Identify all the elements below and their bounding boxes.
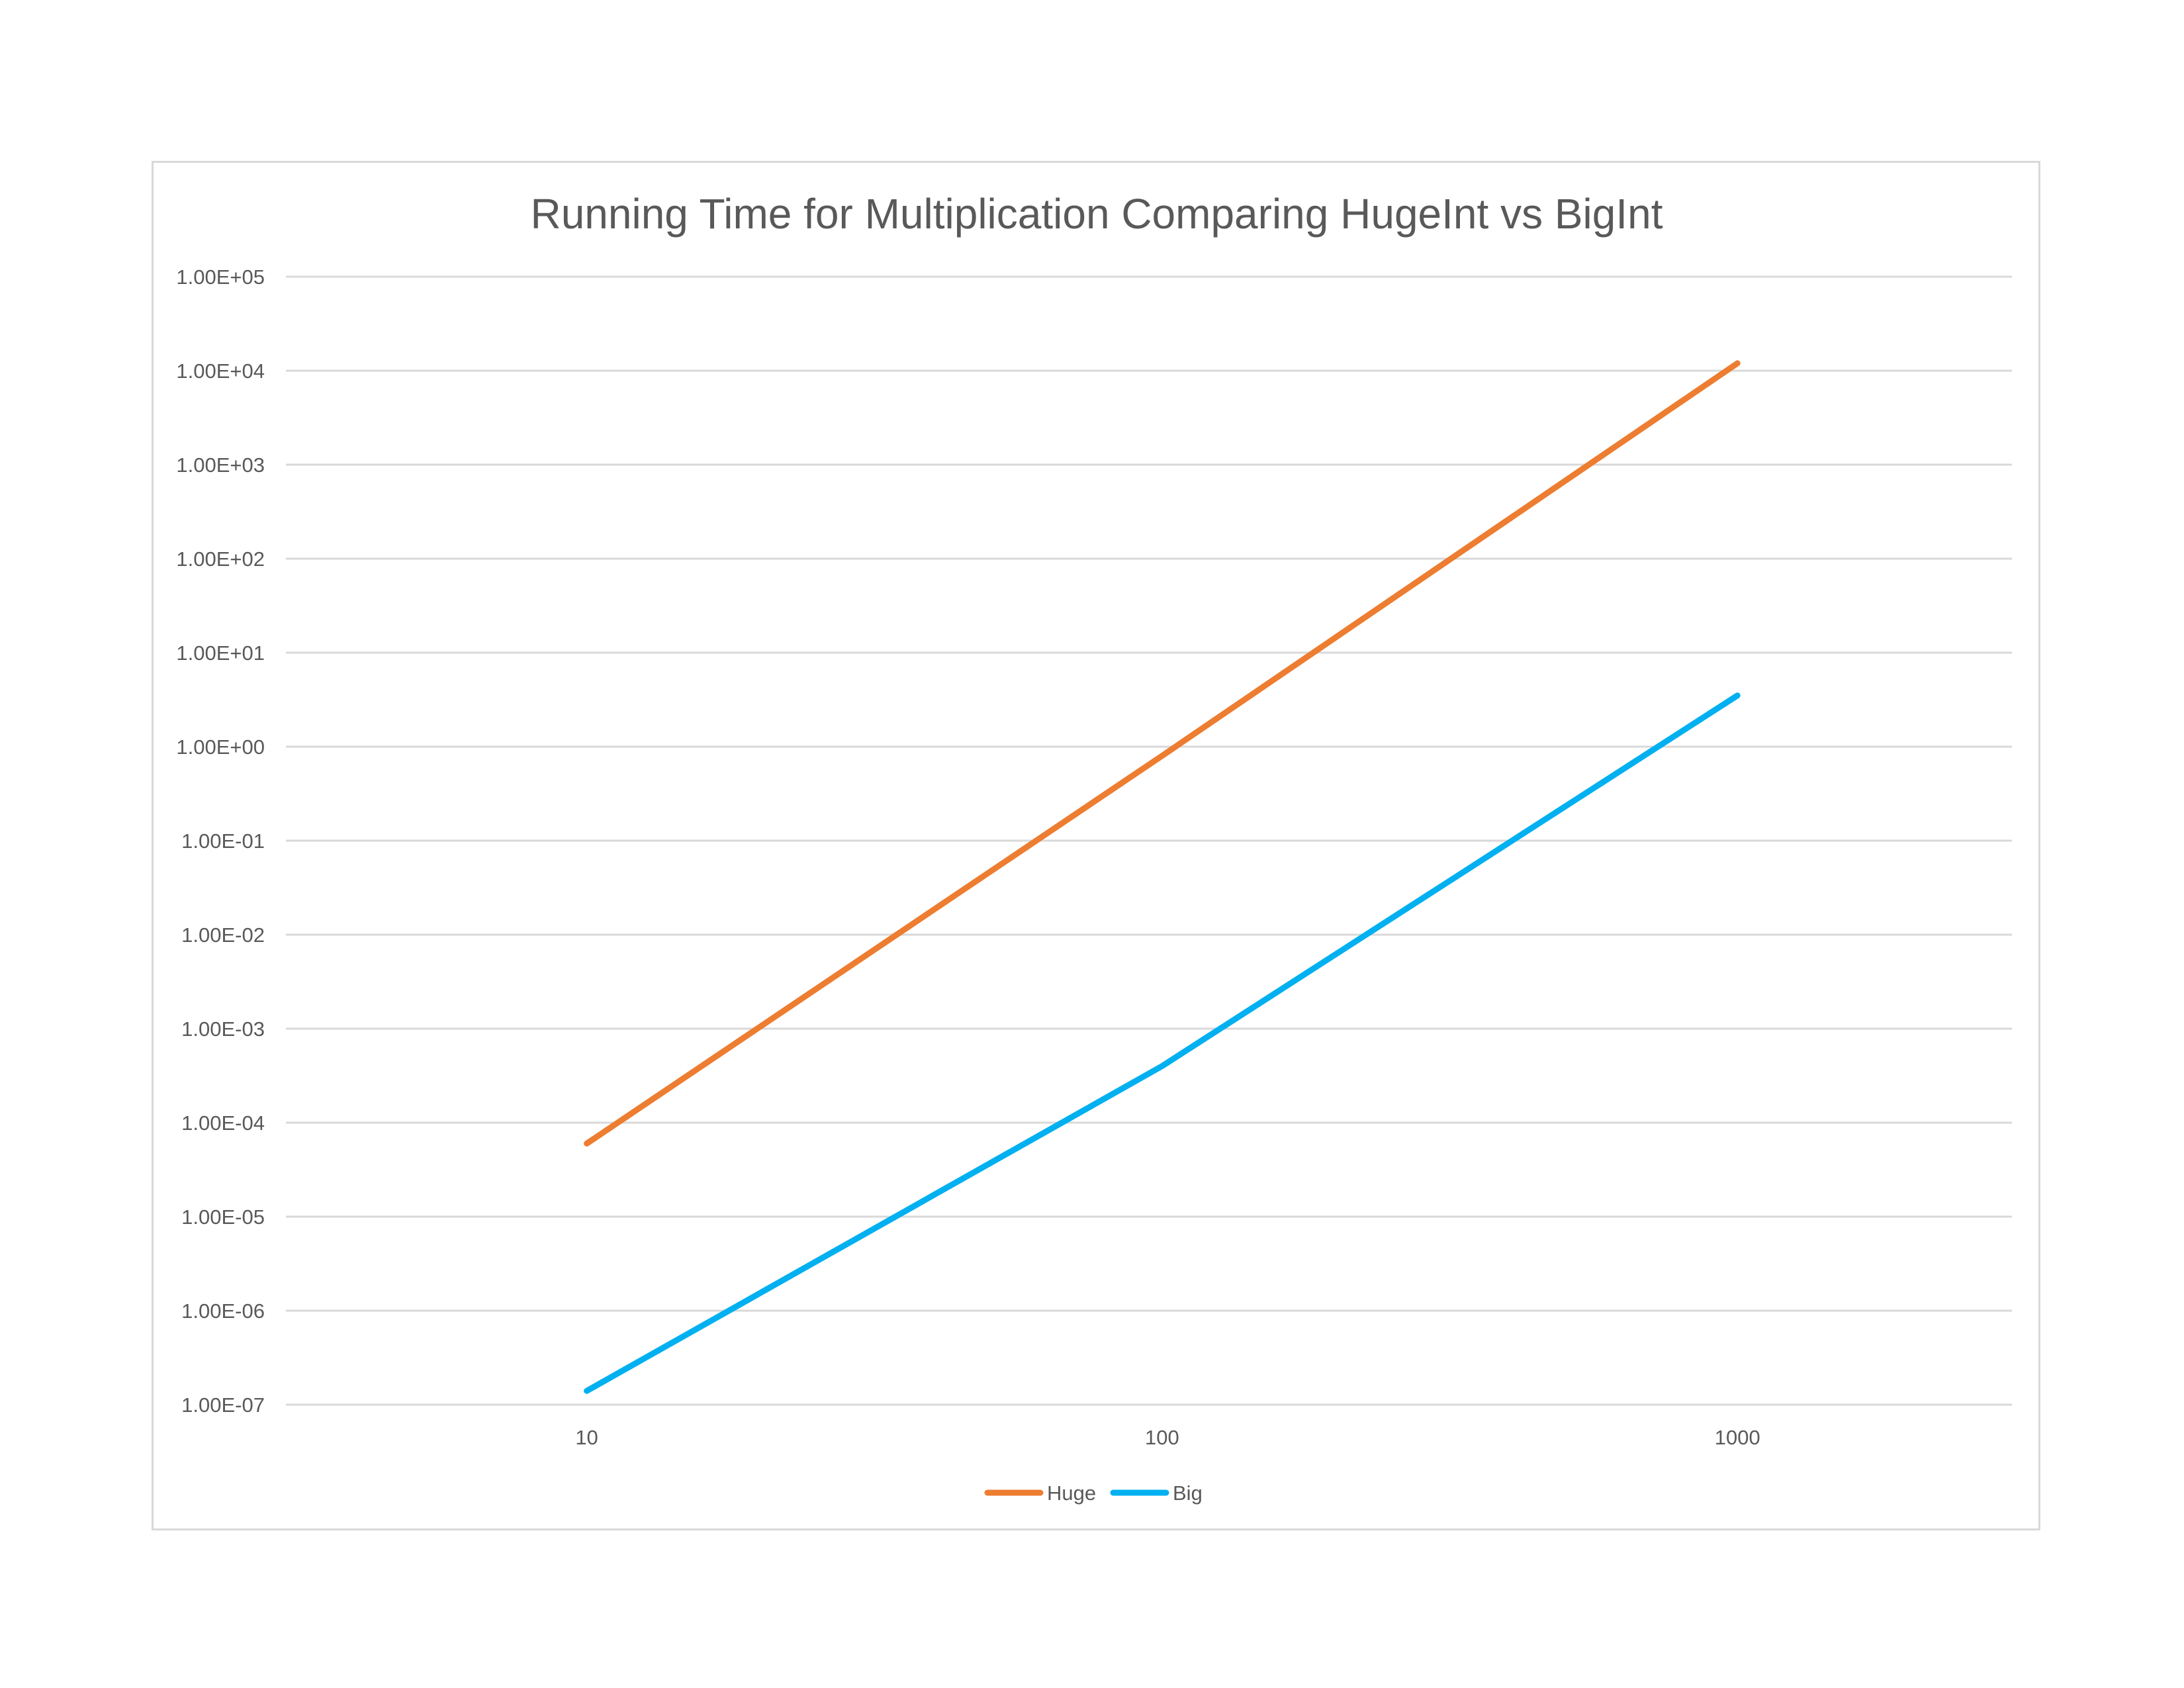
y-tick-label: 1.00E+04 [176, 359, 265, 383]
gridlines [286, 275, 2012, 1406]
x-tick-label: 1000 [1715, 1426, 1760, 1449]
y-tick-label: 1.00E+02 [176, 547, 265, 571]
y-tick-label: 1.00E+05 [176, 265, 265, 289]
y-tick-label: 1.00E-07 [181, 1393, 265, 1417]
y-tick-label: 1.00E-01 [181, 829, 265, 853]
y-tick-label: 1.00E-02 [181, 923, 265, 947]
x-axis-tick-labels: 10 100 1000 [575, 1426, 1760, 1449]
legend-item-huge: Huge [984, 1481, 1096, 1505]
series-lines [584, 360, 1741, 1394]
series-line-huge [584, 360, 1741, 1147]
y-tick-label: 1.00E-03 [181, 1017, 265, 1041]
chart-frame [152, 161, 2040, 1530]
legend-label: Big [1173, 1481, 1203, 1505]
series-line-big [584, 692, 1741, 1394]
legend-item-big: Big [1110, 1481, 1203, 1505]
x-tick-label: 100 [1145, 1426, 1179, 1449]
y-tick-label: 1.00E-05 [181, 1205, 265, 1229]
y-axis-tick-labels: 1.00E+05 1.00E+04 1.00E+03 1.00E+02 1.00E+01… [176, 265, 265, 1417]
chart-title: Running Time for Multiplication Comparin… [530, 190, 1662, 238]
x-tick-label: 10 [575, 1426, 598, 1449]
legend: Huge Big [984, 1481, 1203, 1505]
y-tick-label: 1.00E-06 [181, 1299, 265, 1323]
y-tick-label: 1.00E+00 [176, 735, 265, 759]
y-tick-label: 1.00E-04 [181, 1111, 265, 1135]
y-tick-label: 1.00E+03 [176, 453, 265, 477]
legend-label: Huge [1047, 1481, 1096, 1505]
y-tick-label: 1.00E+01 [176, 641, 265, 665]
